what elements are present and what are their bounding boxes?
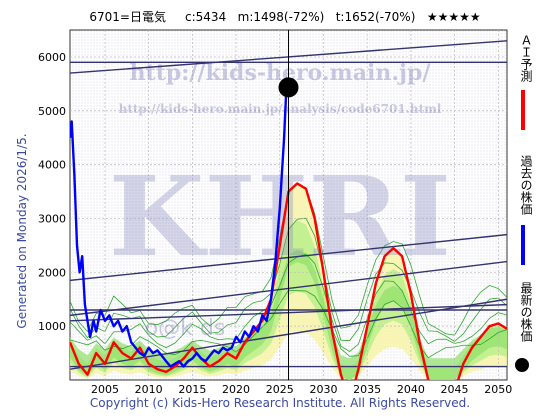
past-price-line <box>70 77 290 368</box>
chart-title: 6701=日電気 c:5434 m:1498(-72%) t:1652(-70%… <box>89 10 481 24</box>
legend-swatch-past <box>521 225 525 265</box>
latest-price-marker <box>278 77 299 98</box>
legend-swatch-ai <box>521 90 525 130</box>
x-tick-label: 2020 <box>222 383 250 396</box>
x-tick-label: 2035 <box>353 383 381 396</box>
x-tick-label: 2045 <box>441 383 469 396</box>
grid <box>70 30 507 380</box>
latest-price-dot <box>278 77 299 98</box>
watermark-url-sub: http://kids-hero.main.jp/analysis/code67… <box>119 102 442 116</box>
x-tick-label: 2030 <box>309 383 337 396</box>
x-tick-label: 2005 <box>91 383 119 396</box>
y-tick-label: 4000 <box>38 159 66 172</box>
axes: 2005 2010 2015 2020 2025 2030 2035 2040 2045 2050… <box>38 30 512 396</box>
x-tick-label: 2025 <box>266 383 294 396</box>
legend-label-latest: 最新の株価 <box>519 282 533 342</box>
legend-swatch-latest <box>515 358 529 372</box>
x-tick-label: 2040 <box>397 383 425 396</box>
y-tick-label: 6000 <box>38 51 66 64</box>
legend-label-past: 過去の株価 <box>519 155 533 215</box>
x-tick-label: 2050 <box>484 383 512 396</box>
x-tick-label: 2010 <box>135 383 163 396</box>
y-tick-label: 2000 <box>38 266 66 279</box>
y-tick-label: 3000 <box>38 212 66 225</box>
y-tick-label: 5000 <box>38 105 66 118</box>
watermark: KHRI http://kids-hero.main.jp/ http://ki… <box>109 60 451 341</box>
watermark-mid: o@k ds <box>145 316 226 341</box>
x-tick-label: 2015 <box>178 383 206 396</box>
copyright-footer: Copyright (c) Kids-Hero Research Institu… <box>89 396 471 410</box>
y-tick-label: 1000 <box>38 320 66 333</box>
legend-label-ai: ＡＩ予測 <box>519 34 533 82</box>
